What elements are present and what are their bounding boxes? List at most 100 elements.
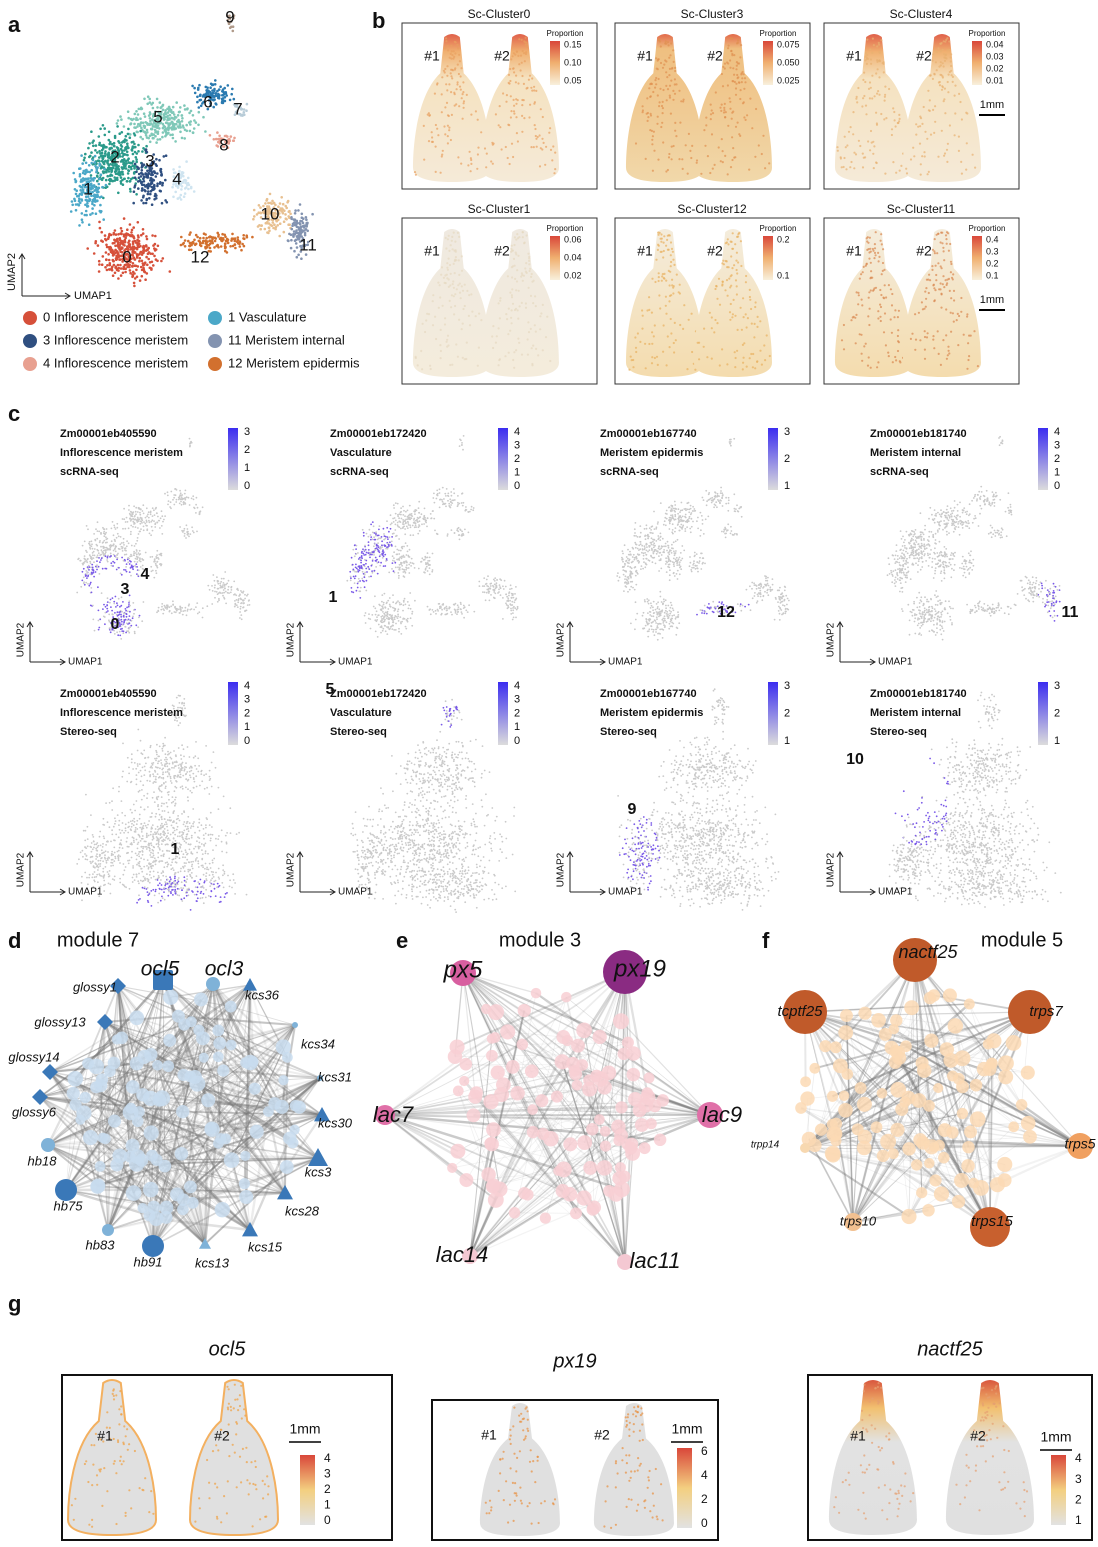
legend-swatch xyxy=(208,357,222,371)
spot xyxy=(668,284,671,287)
spot xyxy=(946,37,949,40)
cell-dot xyxy=(156,130,160,133)
spot xyxy=(755,107,758,111)
spot xyxy=(890,128,894,131)
cell-dot xyxy=(414,524,417,527)
cell-dot xyxy=(156,566,159,569)
cell-dot xyxy=(172,498,174,501)
cell-dot xyxy=(258,224,261,227)
spot xyxy=(468,150,471,153)
cell-dot xyxy=(404,515,406,517)
cell-dot xyxy=(398,553,401,555)
cell-dot xyxy=(234,604,237,606)
cell-dot xyxy=(392,559,394,562)
cell-dot xyxy=(137,569,140,572)
spot xyxy=(850,160,853,164)
cell-dot xyxy=(90,540,93,543)
spot xyxy=(517,289,520,292)
spot xyxy=(869,149,872,152)
cell-dot xyxy=(142,559,145,561)
cell-dot xyxy=(116,263,120,267)
cell-dot xyxy=(93,193,96,197)
cell-dot xyxy=(124,608,127,610)
spot xyxy=(954,112,957,115)
cell-dot xyxy=(223,86,226,90)
cell-dot xyxy=(74,203,78,206)
cell-dot xyxy=(378,525,381,527)
cell-dot xyxy=(97,259,101,263)
spot xyxy=(462,102,465,105)
cell-dot xyxy=(91,141,94,144)
cell-dot xyxy=(140,233,143,237)
spot xyxy=(725,279,729,282)
cell-dot xyxy=(208,588,211,591)
spot xyxy=(644,367,647,370)
spot xyxy=(943,87,947,90)
cell-dot xyxy=(102,547,105,549)
cell-dot xyxy=(131,270,135,274)
spot xyxy=(928,99,931,102)
spot xyxy=(639,340,642,343)
spot xyxy=(933,250,936,253)
spot xyxy=(879,319,882,323)
cell-dot xyxy=(135,170,138,174)
spot xyxy=(512,257,516,260)
cell-dot xyxy=(407,567,410,569)
cell-dot xyxy=(79,167,82,170)
spot xyxy=(925,287,928,290)
cell-dot xyxy=(132,256,136,260)
cell-dot xyxy=(158,127,161,130)
cell-dot xyxy=(162,608,165,610)
cell-dot xyxy=(365,589,368,592)
cell-dot xyxy=(355,553,358,555)
cell-dot xyxy=(363,554,366,556)
cell-dot xyxy=(156,182,159,185)
cell-dot xyxy=(133,284,136,288)
cell-dot xyxy=(449,500,452,503)
cell-dot xyxy=(155,572,158,575)
cell-dot xyxy=(199,511,202,513)
cell-dot xyxy=(139,175,143,178)
spot xyxy=(512,110,516,113)
spot xyxy=(668,152,671,156)
spot xyxy=(660,279,663,282)
cell-dot xyxy=(150,172,153,176)
spot xyxy=(957,344,960,347)
cell-dot xyxy=(409,534,412,537)
spot xyxy=(947,249,951,252)
cell-dot xyxy=(209,98,213,101)
cell-dot xyxy=(140,169,144,172)
spot xyxy=(450,44,453,47)
spot xyxy=(520,353,524,356)
cell-dot xyxy=(125,570,128,573)
cell-dot xyxy=(113,271,117,275)
cell-dot xyxy=(408,572,411,574)
legend-swatch xyxy=(208,311,222,325)
cell-dot xyxy=(111,609,113,612)
spot xyxy=(648,296,651,299)
spot xyxy=(453,40,456,43)
spot xyxy=(965,168,968,171)
cell-dot xyxy=(149,513,152,516)
spot xyxy=(895,359,898,362)
cell-dot xyxy=(213,586,216,589)
spot xyxy=(729,59,732,62)
cell-dot xyxy=(138,252,141,256)
colorbar xyxy=(228,428,238,490)
axis-arrow xyxy=(18,253,71,300)
cell-dot xyxy=(135,247,139,251)
cell-dot xyxy=(115,568,118,571)
cell-dot xyxy=(232,97,236,101)
spot xyxy=(864,342,867,345)
spot xyxy=(530,272,533,276)
spot xyxy=(511,155,515,159)
cell-dot xyxy=(160,201,164,205)
cell-dot xyxy=(97,552,100,555)
cell-dot xyxy=(113,600,116,603)
cell-dot xyxy=(298,203,302,206)
cell-dot xyxy=(164,154,168,157)
spot xyxy=(531,77,534,80)
cell-dot xyxy=(85,171,88,174)
spot xyxy=(650,362,654,365)
cell-dot xyxy=(155,97,159,101)
